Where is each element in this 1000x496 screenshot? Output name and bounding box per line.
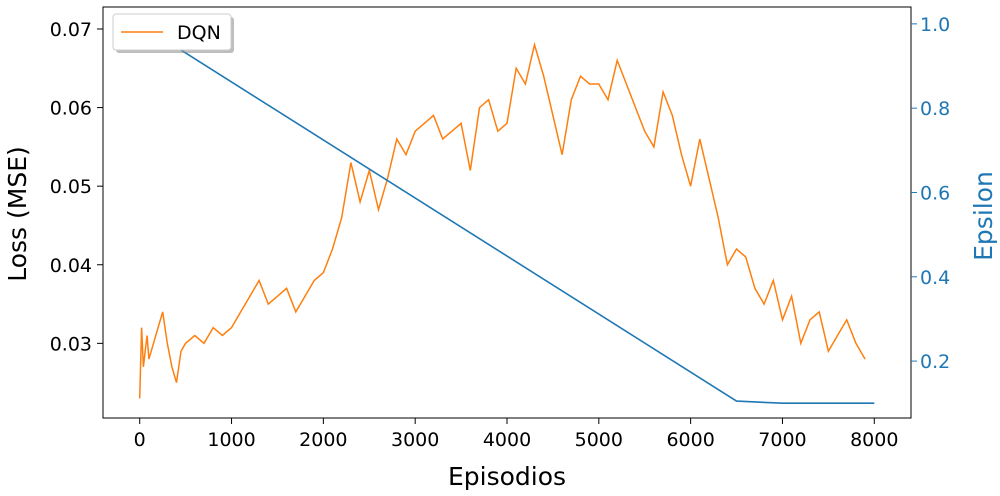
x-axis-ticks: 0 1000 2000 3000 4000 5000 6000 7000 8000: [134, 418, 898, 451]
left-y-tick-label: 0.06: [50, 98, 92, 120]
right-axis-ticks: 0.2 0.4 0.6 0.8 1.0: [911, 14, 950, 373]
left-axis-ticks: 0.03 0.04 0.05 0.06 0.07: [50, 19, 103, 355]
left-y-tick-label: 0.03: [50, 333, 92, 355]
x-tick-label: 0: [134, 429, 146, 451]
plot-frame: [102, 6, 912, 419]
left-axis-label: Loss (MSE): [3, 146, 32, 282]
right-y-tick-label: 0.4: [920, 267, 950, 289]
x-tick-label: 4000: [483, 429, 531, 451]
loss-series-line: [138, 41, 866, 399]
x-tick-label: 2000: [299, 429, 347, 451]
x-tick-label: 6000: [666, 429, 714, 451]
left-y-tick-label: 0.05: [50, 176, 92, 198]
x-tick-label: 5000: [575, 429, 623, 451]
legend-label-dqn: DQN: [177, 22, 221, 44]
right-y-tick-label: 0.8: [920, 98, 950, 120]
right-y-tick-label: 0.2: [920, 351, 950, 373]
loss-line: [138, 41, 866, 399]
epsilon-line: [139, 23, 875, 404]
left-y-tick-label: 0.07: [50, 19, 92, 41]
x-axis-label: Episodios: [448, 462, 566, 491]
x-tick-label: 1000: [207, 429, 255, 451]
epsilon-series-line: [139, 23, 875, 404]
left-y-tick-label: 0.04: [50, 255, 92, 277]
legend-box: [112, 13, 232, 51]
right-axis-label: Epsilon: [969, 171, 998, 261]
x-tick-label: 7000: [758, 429, 806, 451]
x-tick-label: 8000: [850, 429, 898, 451]
legend: DQN: [112, 13, 234, 53]
x-tick-label: 3000: [391, 429, 439, 451]
right-y-tick-label: 0.6: [920, 182, 950, 204]
right-y-tick-label: 1.0: [920, 14, 950, 36]
